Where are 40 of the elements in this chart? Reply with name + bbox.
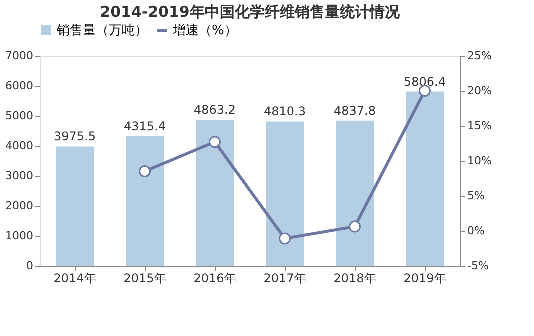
data-label: 4837.8 [334, 104, 376, 118]
legend-label: 销售量（万吨） [56, 24, 148, 38]
x-tick-label: 2018年 [334, 272, 376, 286]
x-tick-label: 2017年 [264, 272, 306, 286]
data-label: 4810.3 [264, 104, 306, 119]
data-label: 3975.5 [54, 130, 96, 144]
y-tick-label: 4000 [6, 140, 34, 152]
y2-tick-label: 10% [468, 154, 492, 168]
bar [196, 120, 234, 266]
y-tick-label: 2000 [6, 200, 34, 212]
chart-title: 2014-2019年中国化学纤维销售量统计情况 [100, 3, 401, 21]
y-tick-label: 1000 [6, 230, 34, 242]
y2-tick-label: 15% [468, 120, 492, 132]
y-tick-label: 7000 [6, 50, 34, 62]
x-tick-label: 2015年 [124, 272, 166, 286]
y-tick-label: 0 [26, 260, 34, 272]
y-tick-label: 6000 [6, 80, 34, 92]
bar [56, 146, 94, 266]
point [139, 166, 151, 178]
y-tick-label: 5000 [6, 110, 34, 122]
x-tick-label: 2019年 [404, 272, 446, 286]
x-tick-label: 2016年 [194, 272, 236, 286]
bar [126, 136, 164, 266]
bar [336, 120, 374, 266]
y2-tick-label: -5% [468, 260, 489, 272]
point [349, 220, 361, 233]
x-tick-label: 2014年 [54, 272, 96, 286]
y2-tick-label: 25% [468, 50, 492, 62]
y2-tick-label: 20% [468, 84, 492, 98]
bar [266, 122, 304, 266]
legend-label: 增速（%） [172, 24, 238, 38]
data-label: 5806.4 [404, 74, 446, 89]
point [209, 136, 221, 148]
point [279, 232, 291, 245]
y-tick-label: 3000 [6, 170, 34, 182]
data-label: 4315.4 [124, 120, 166, 134]
y2-tick-label: 0% [468, 224, 485, 238]
y2-tick-label: 5% [468, 190, 485, 202]
data-label: 4863.2 [194, 103, 236, 118]
bar [406, 92, 444, 266]
